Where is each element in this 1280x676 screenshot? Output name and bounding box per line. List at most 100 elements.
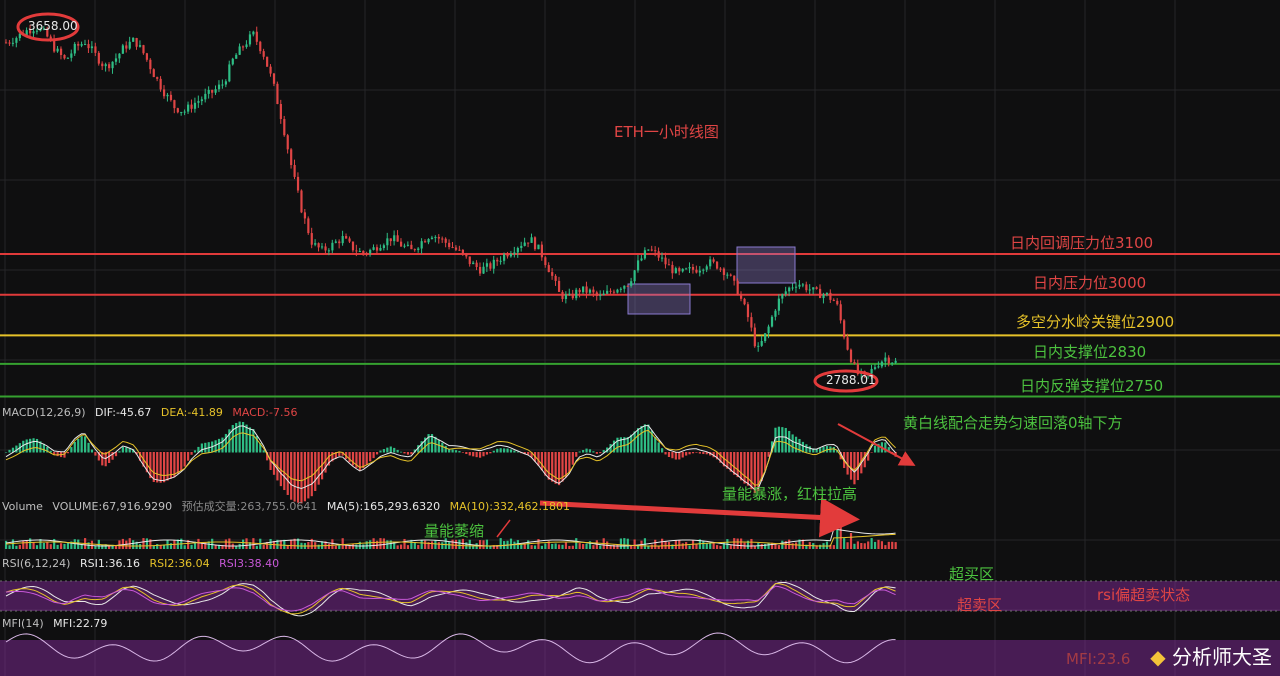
macd-histogram-bar — [609, 444, 612, 453]
volume-bar — [740, 538, 743, 549]
volume-bar — [25, 540, 28, 549]
macd-histogram-bar — [451, 449, 454, 453]
candle-body — [149, 59, 152, 70]
macd-histogram-bar — [245, 424, 248, 453]
volume-bar — [609, 545, 612, 549]
candle-body — [585, 286, 588, 293]
volume-bar — [420, 539, 423, 549]
macd-histogram-bar — [554, 452, 557, 484]
volume-bar — [63, 543, 66, 549]
candle-body — [235, 54, 238, 59]
volume-bar — [509, 538, 513, 549]
macd-histogram-bar — [760, 452, 763, 482]
candle-body — [56, 48, 59, 52]
macd-histogram-bar — [97, 452, 100, 461]
macd-histogram-bar — [77, 438, 80, 453]
candle-body — [252, 31, 255, 35]
macd-histogram-bar — [307, 452, 310, 499]
volume-bar — [114, 545, 118, 549]
macd-histogram-bar — [798, 438, 801, 453]
volume-bar — [843, 538, 846, 549]
candle-body — [564, 294, 568, 300]
macd-histogram-bar — [678, 452, 681, 460]
volume-bar — [211, 538, 214, 549]
macd-histogram-bar — [647, 424, 650, 453]
candle-body — [715, 261, 719, 269]
macd-histogram-bar — [224, 433, 228, 453]
candle-body — [396, 235, 399, 242]
candle-body — [870, 368, 873, 374]
macd-histogram-bar — [11, 447, 15, 453]
macd-histogram-bar — [492, 450, 495, 453]
volume-bar — [867, 541, 870, 549]
volume-bar — [492, 545, 495, 549]
chart-title: ETH一小时线图 — [614, 123, 719, 141]
volume-bar — [94, 545, 97, 549]
macd-histogram-bar — [599, 452, 602, 454]
volume-bar — [427, 542, 430, 549]
macd-histogram-bar — [351, 452, 355, 466]
volume-bar — [746, 540, 750, 549]
candle-body — [825, 292, 829, 295]
candle-body — [197, 101, 200, 103]
macd-histogram-bar — [248, 427, 252, 453]
volume-bar — [238, 543, 241, 549]
volume-bar — [647, 545, 650, 549]
macd-histogram-bar — [25, 439, 28, 453]
candle-body — [53, 39, 56, 52]
macd-histogram-bar — [877, 443, 880, 453]
volume-bar — [327, 543, 331, 549]
macd-histogram-bar — [39, 441, 42, 453]
candle-body — [777, 298, 780, 311]
macd-histogram-bar — [853, 452, 856, 485]
volume-bar — [396, 545, 399, 549]
candle-body — [509, 253, 513, 257]
candle-body — [801, 284, 805, 286]
mfi-name: MFI(14) — [2, 617, 44, 630]
candle-body — [767, 326, 770, 334]
candle-body — [427, 238, 430, 243]
candle-body — [142, 45, 145, 54]
macd-histogram-bar — [162, 452, 166, 483]
volume-bar — [753, 545, 756, 549]
candle-body — [719, 268, 722, 270]
macd-histogram-bar — [530, 452, 533, 458]
volume-bar — [42, 542, 45, 549]
candle-body — [853, 361, 856, 364]
candle-body — [355, 250, 358, 252]
candle-body — [482, 266, 485, 274]
candle-body — [77, 43, 80, 46]
macd-pane — [5, 421, 897, 504]
volume-bar — [805, 544, 808, 549]
candle-body — [262, 51, 265, 57]
volume-bar — [798, 539, 801, 549]
candle-body — [417, 248, 420, 250]
volume-bar — [472, 545, 475, 549]
volume-bar — [702, 540, 705, 549]
macd-histogram-bar — [674, 452, 677, 460]
macd-histogram-bar — [22, 440, 25, 453]
candle-body — [266, 56, 269, 67]
candle-body — [272, 73, 276, 84]
macd-histogram-bar — [197, 446, 200, 453]
volume-bar — [101, 544, 104, 549]
volume-bar — [770, 542, 774, 549]
volume-bar — [499, 538, 502, 549]
volume-bar — [485, 539, 489, 549]
candle-body — [73, 43, 76, 54]
volume-bar — [636, 545, 640, 549]
volume-bar — [760, 543, 763, 549]
watermark: ◆ 分析师大圣 — [1150, 641, 1272, 670]
watermark-text: 分析师大圣 — [1172, 645, 1272, 669]
macd-histogram-bar — [204, 442, 207, 453]
candle-body — [712, 259, 715, 262]
candle-body — [193, 102, 197, 109]
volume-bar — [733, 538, 736, 549]
macd-histogram-bar — [8, 449, 11, 453]
macd-histogram-bar — [379, 450, 382, 453]
volume-bar — [777, 545, 780, 549]
macd-histogram-bar — [217, 438, 221, 453]
macd-histogram-bar — [819, 447, 822, 453]
macd-histogram-bar — [657, 442, 660, 453]
candle-body — [224, 81, 228, 85]
